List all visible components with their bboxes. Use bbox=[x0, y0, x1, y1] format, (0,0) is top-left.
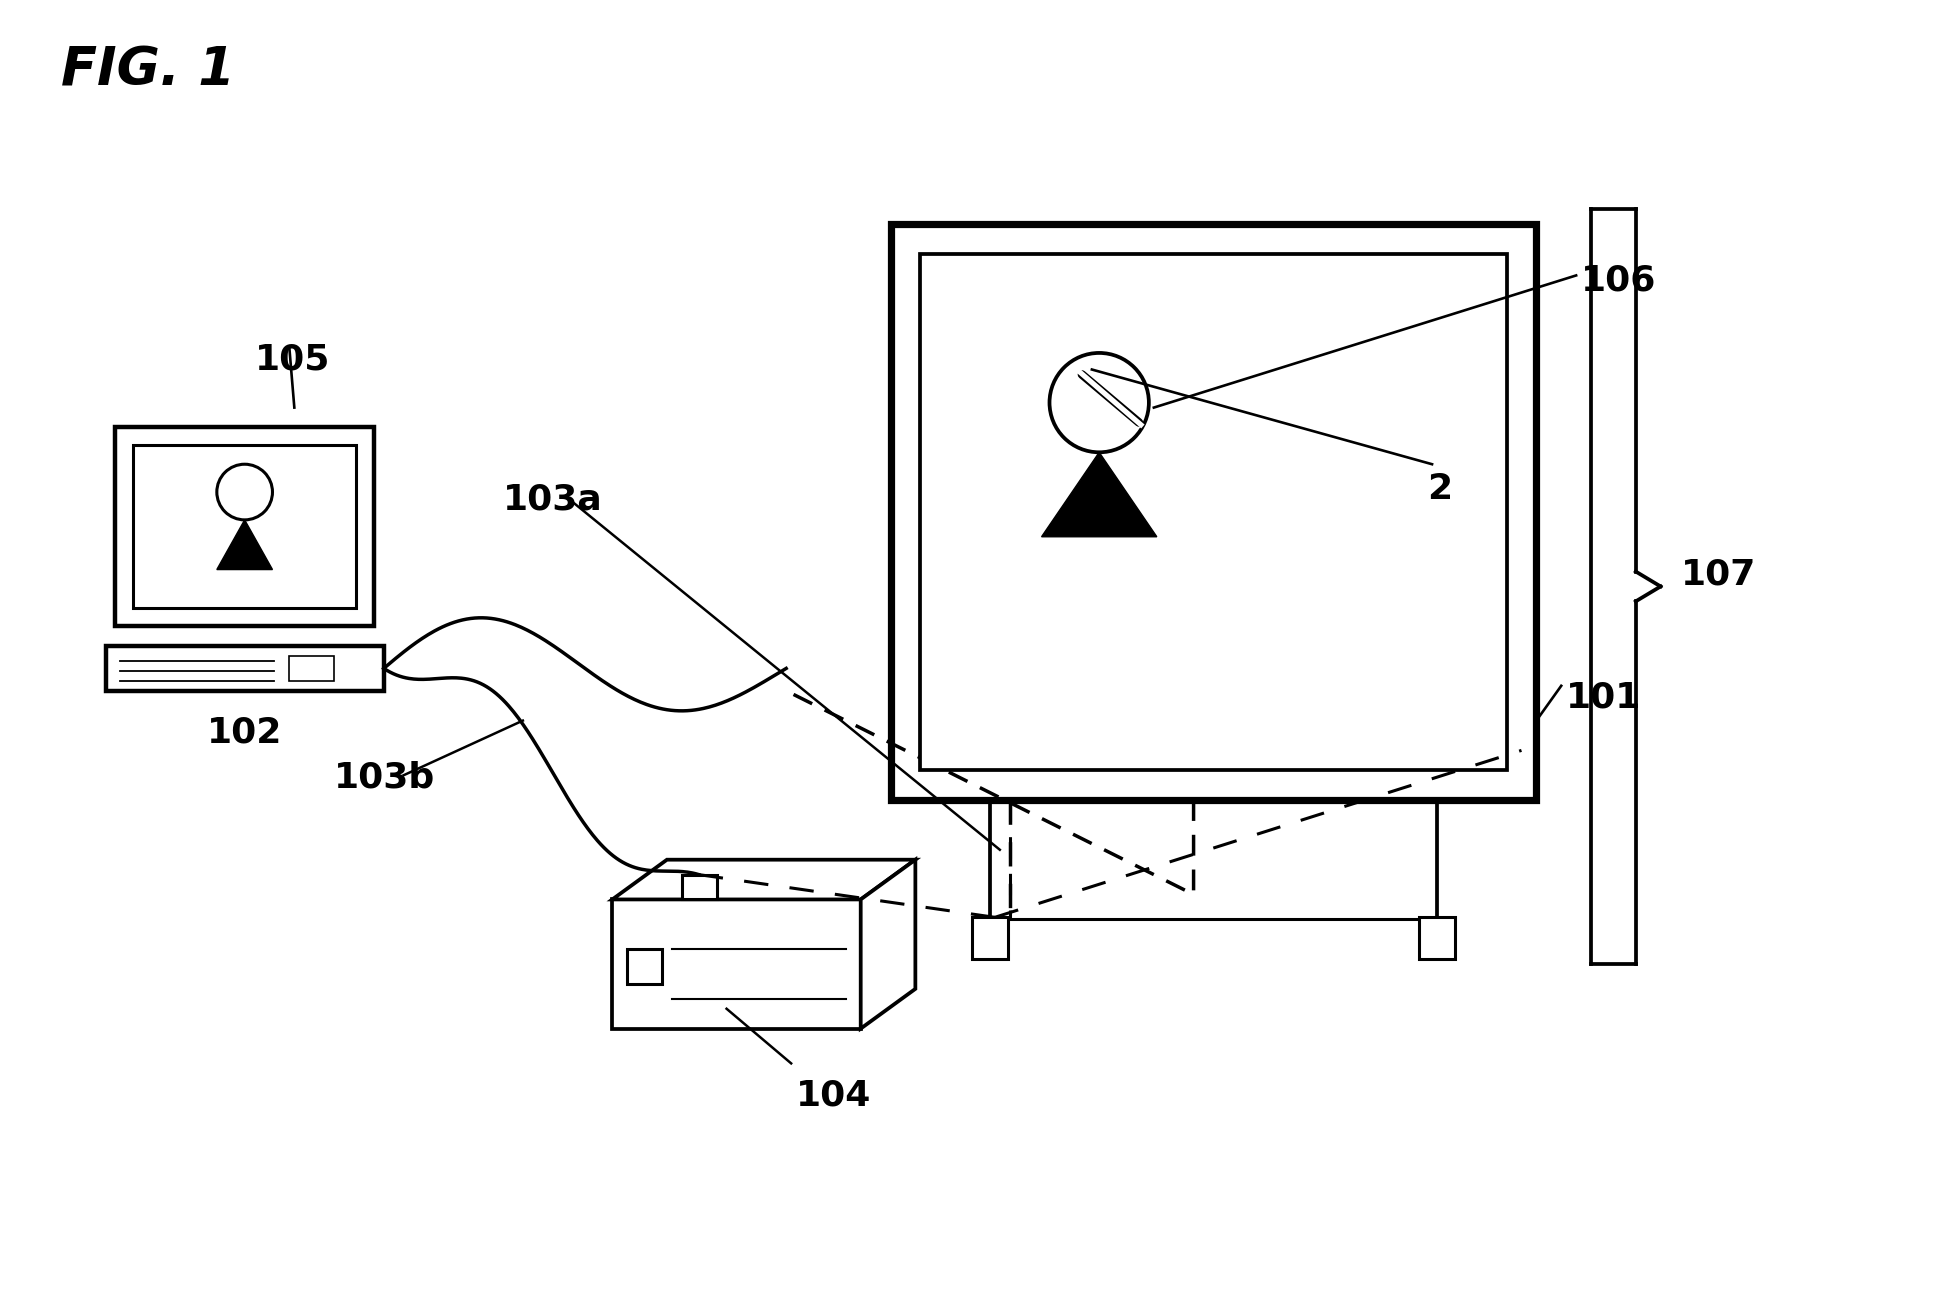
Bar bbox=[628, 949, 663, 983]
Text: 104: 104 bbox=[797, 1078, 871, 1112]
Polygon shape bbox=[612, 860, 916, 899]
Bar bbox=[115, 427, 373, 627]
Text: 101: 101 bbox=[1567, 680, 1641, 714]
Text: 103b: 103b bbox=[334, 760, 435, 794]
Bar bbox=[105, 646, 383, 691]
Text: 103a: 103a bbox=[503, 482, 603, 517]
Polygon shape bbox=[1042, 452, 1157, 536]
Bar bbox=[682, 874, 717, 899]
Bar bbox=[972, 918, 1007, 960]
Bar bbox=[890, 224, 1536, 800]
Polygon shape bbox=[218, 520, 272, 569]
Text: 106: 106 bbox=[1580, 264, 1656, 298]
Bar bbox=[612, 899, 861, 1029]
Text: FIG. 1: FIG. 1 bbox=[60, 45, 235, 97]
Bar bbox=[1419, 918, 1454, 960]
Text: 102: 102 bbox=[206, 716, 282, 750]
Bar bbox=[290, 656, 334, 680]
Bar bbox=[134, 446, 356, 608]
Bar bbox=[920, 253, 1507, 771]
Text: 2: 2 bbox=[1427, 472, 1452, 506]
Polygon shape bbox=[861, 860, 916, 1029]
Text: 107: 107 bbox=[1680, 557, 1755, 591]
Text: 105: 105 bbox=[255, 343, 330, 378]
